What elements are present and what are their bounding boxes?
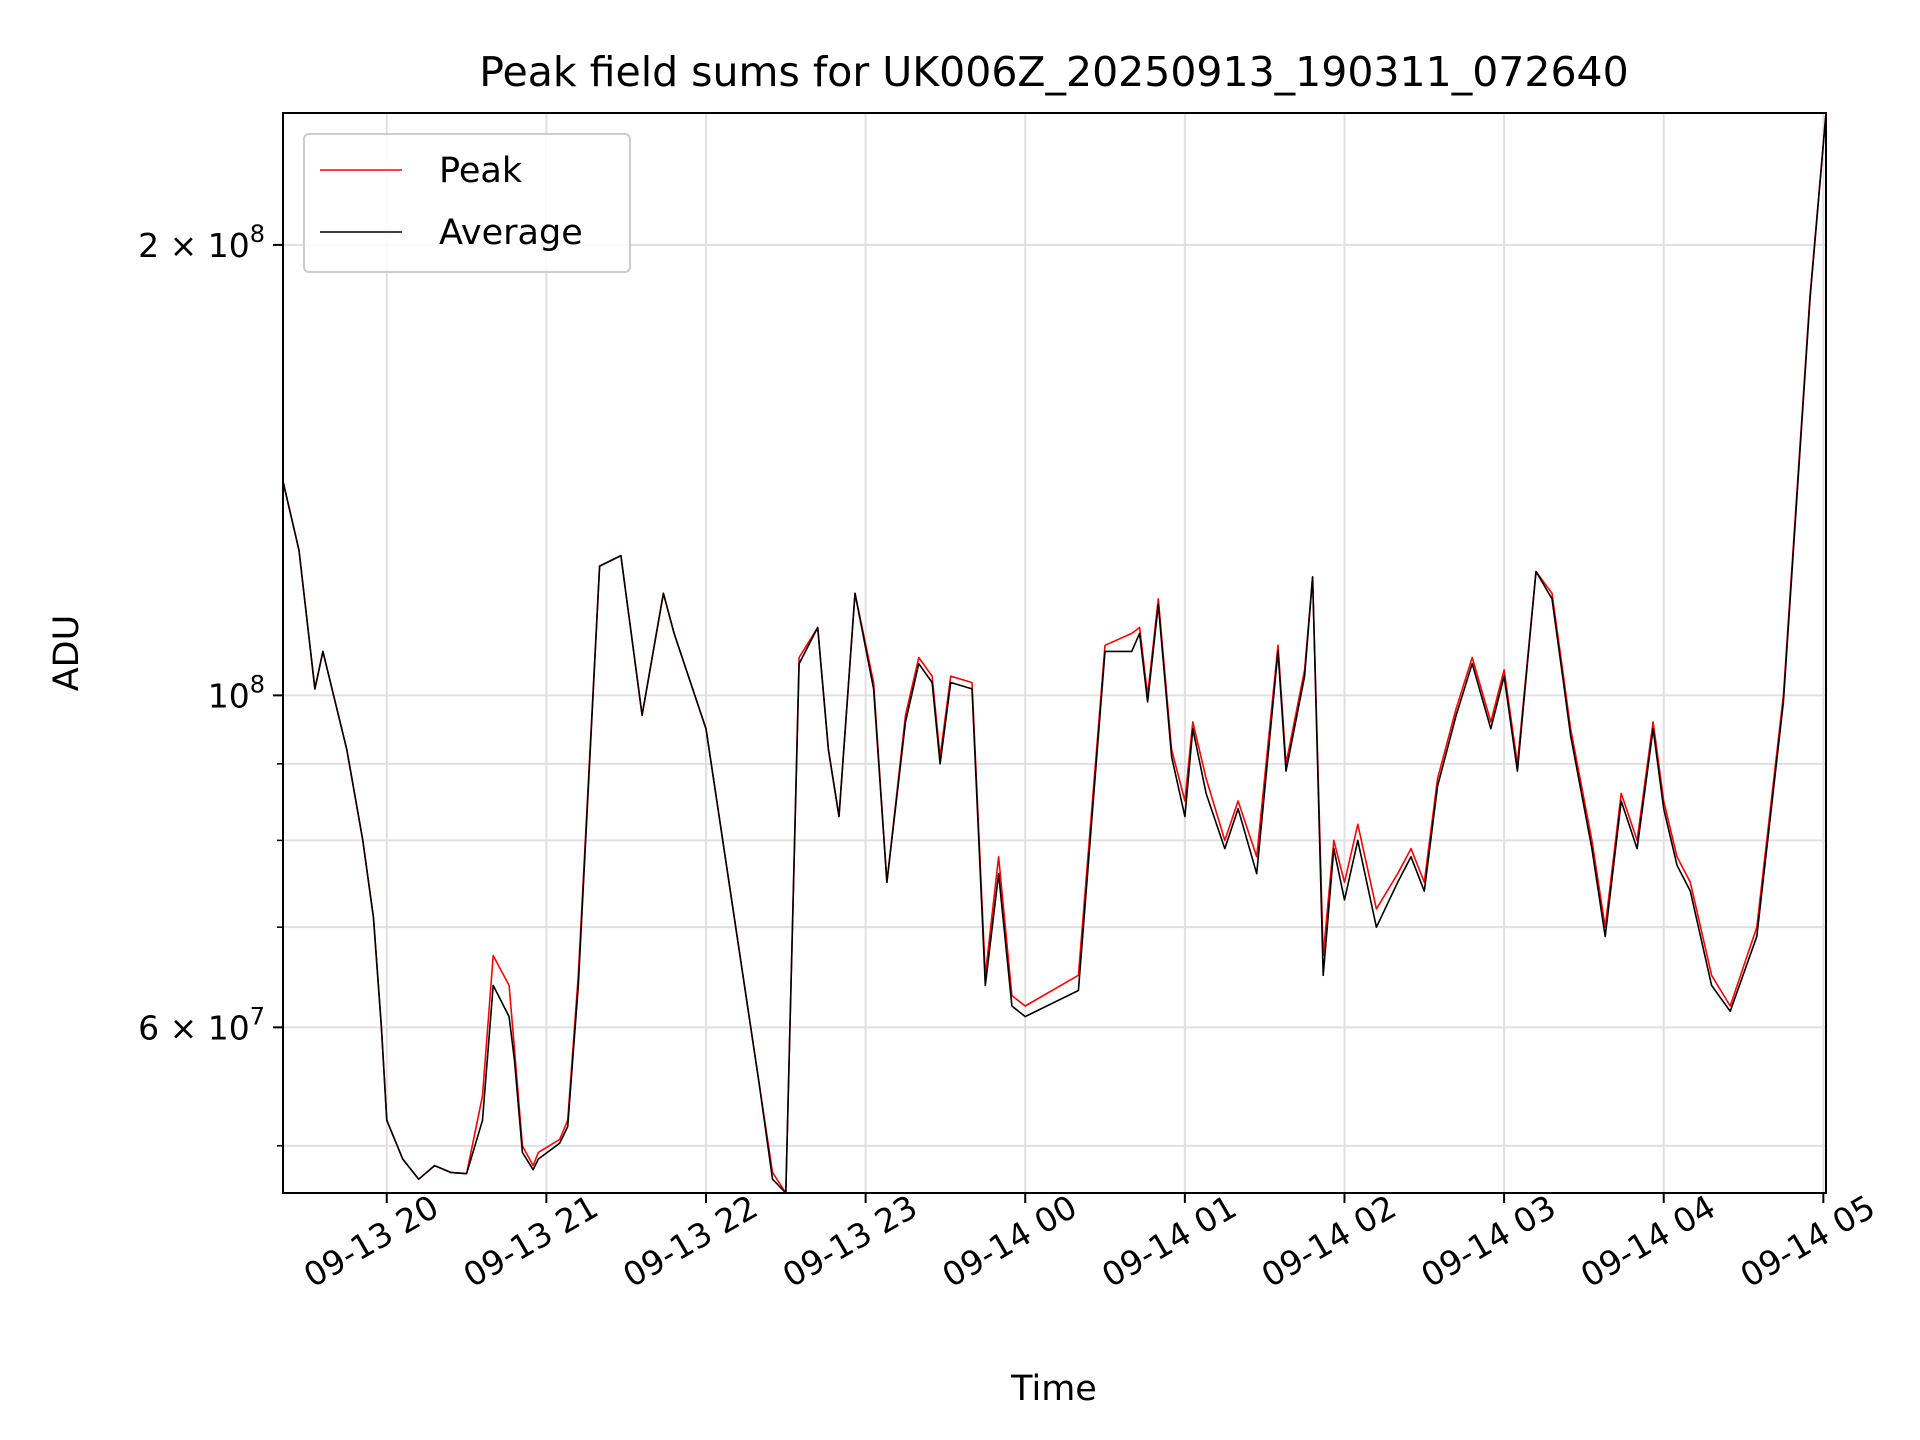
grid-layer — [283, 113, 1826, 1193]
chart-title: Peak field sums for UK006Z_20250913_1903… — [479, 48, 1628, 96]
series-layer — [282, 112, 1827, 1194]
plot-frame — [282, 112, 1827, 1194]
legend-label-average: Average — [439, 213, 583, 253]
legend-label-peak: Peak — [439, 151, 523, 191]
x-axis-label: Time — [1010, 1369, 1097, 1409]
y-tick-label: 6 × 107 — [138, 1002, 265, 1047]
series-line-average — [282, 112, 1827, 1194]
legend: Peak Average — [303, 133, 631, 273]
legend-box — [303, 133, 631, 273]
series-line-peak — [282, 112, 1827, 1194]
y-tick-label: 2 × 108 — [138, 220, 265, 265]
y-axis-label: ADU — [47, 615, 87, 692]
